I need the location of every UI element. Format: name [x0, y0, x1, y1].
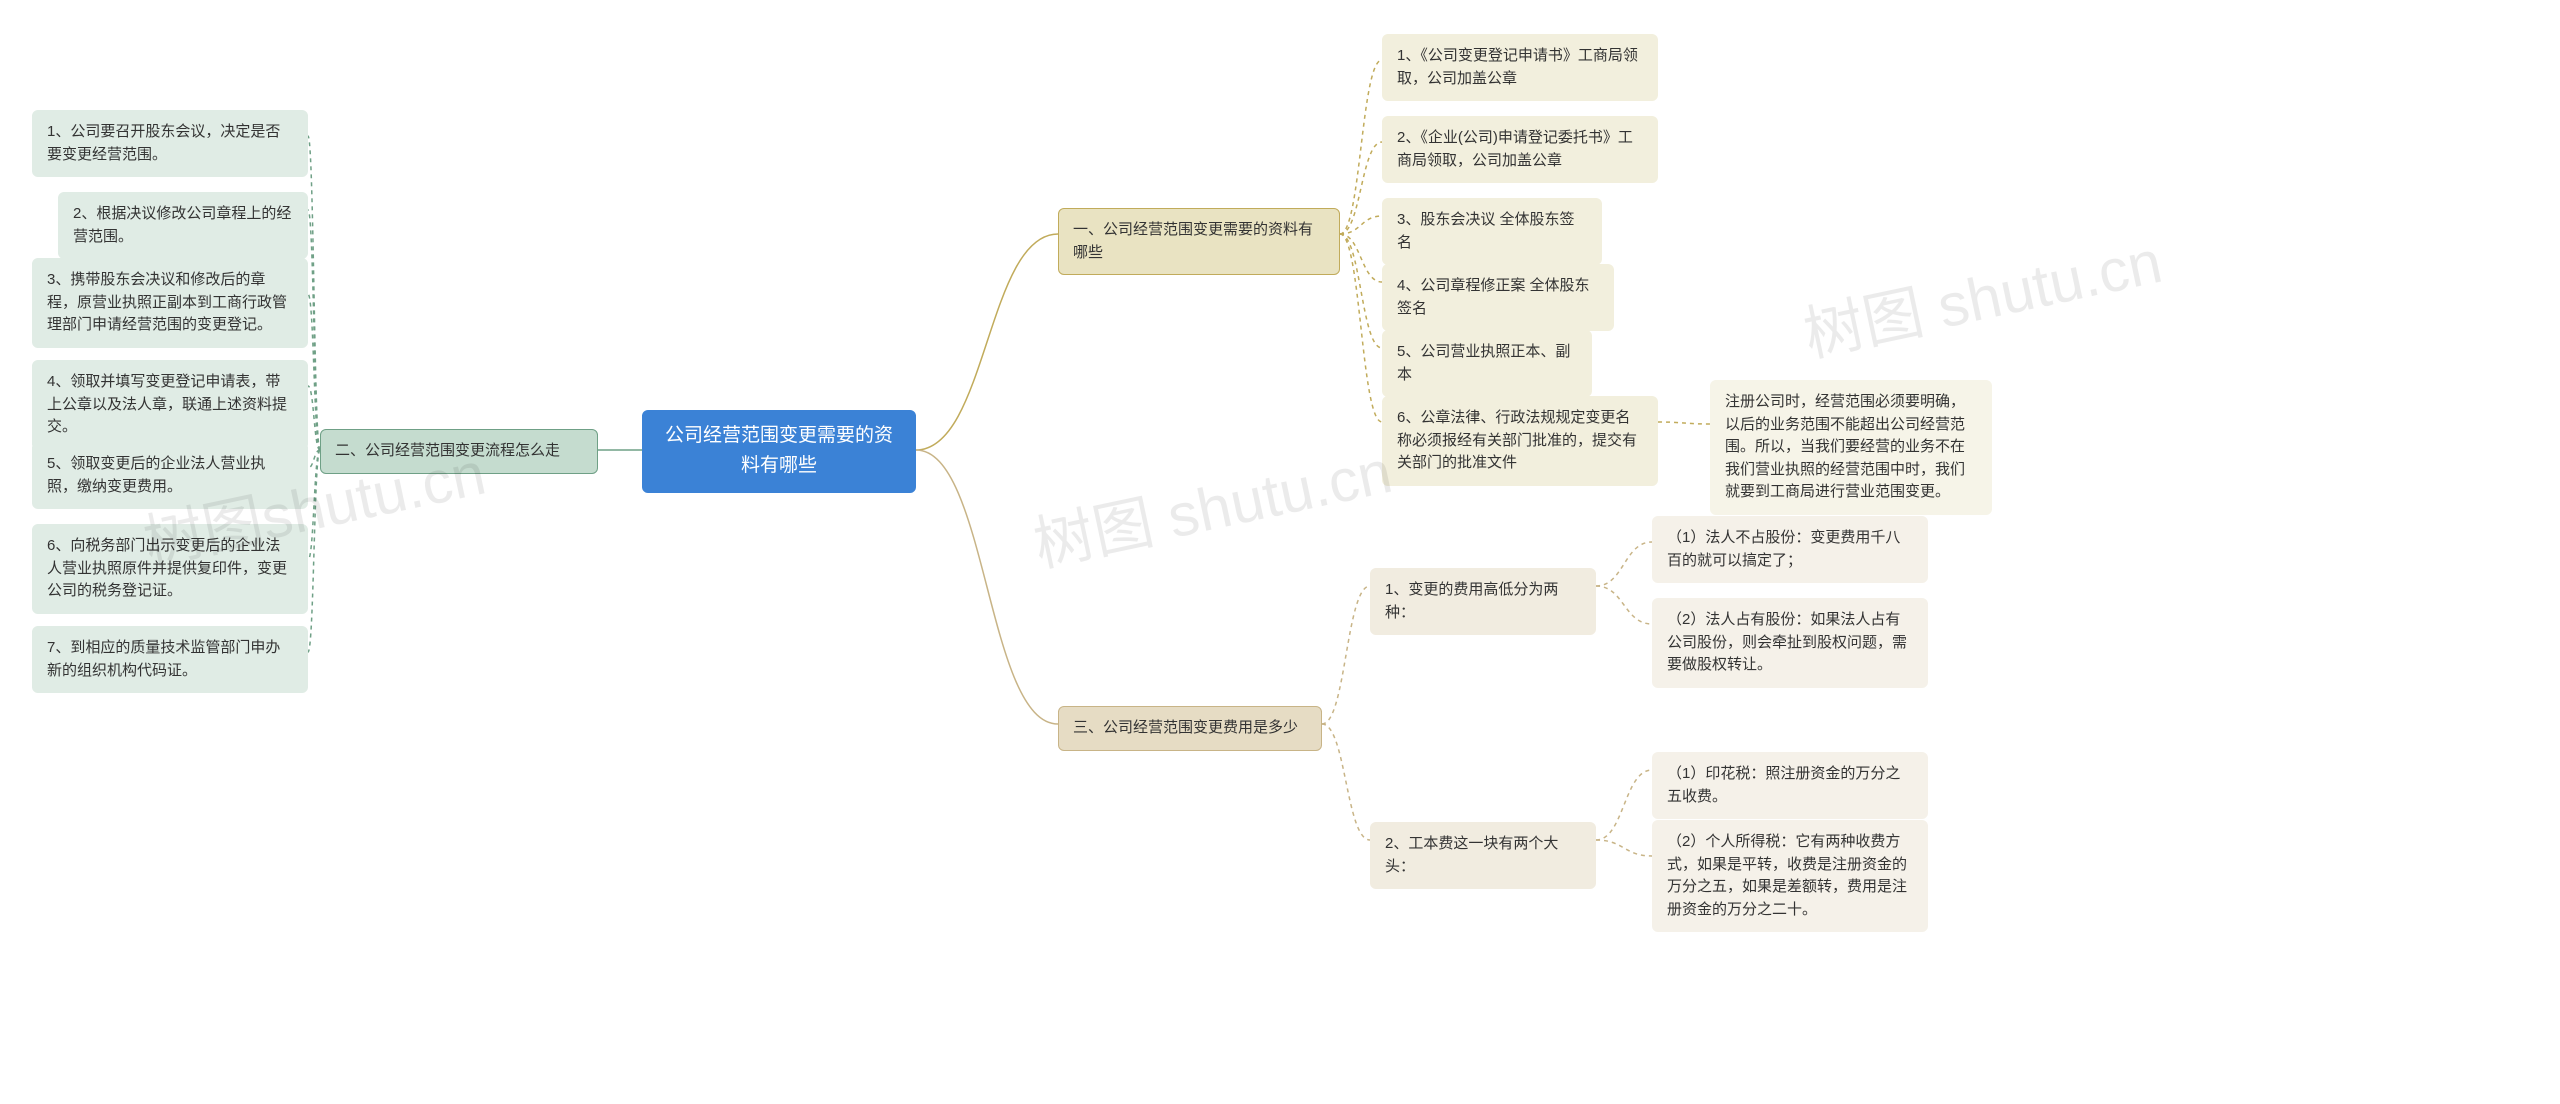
right-branch-3-label: 三、公司经营范围变更费用是多少 — [1058, 706, 1322, 751]
r1-leaf-6-sub-1: 注册公司时，经营范围必须要明确，以后的业务范围不能超出公司经营范围。所以，当我们… — [1710, 380, 1992, 515]
r1-leaf-3: 3、股东会决议 全体股东签名 — [1382, 198, 1602, 265]
r3-mid-2-leaf-1: （1）印花税：照注册资金的万分之五收费。 — [1652, 752, 1928, 819]
r3-mid-2: 2、工本费这一块有两个大头： — [1370, 822, 1596, 889]
left-branch-label: 二、公司经营范围变更流程怎么走 — [320, 429, 598, 474]
root-node: 公司经营范围变更需要的资料有哪些 — [642, 410, 916, 493]
watermark-2: 树图 shutu.cn — [1025, 423, 1399, 584]
left-leaf-2: 2、根据决议修改公司章程上的经营范围。 — [58, 192, 308, 259]
r3-mid-1-leaf-1: （1）法人不占股份：变更费用千八百的就可以搞定了； — [1652, 516, 1928, 583]
left-leaf-3: 3、携带股东会决议和修改后的章程，原营业执照正副本到工商行政管理部门申请经营范围… — [32, 258, 308, 348]
r1-leaf-6: 6、公章法律、行政法规规定变更名称必须报经有关部门批准的，提交有关部门的批准文件 — [1382, 396, 1658, 486]
r1-leaf-5: 5、公司营业执照正本、副本 — [1382, 330, 1592, 397]
r3-mid-1: 1、变更的费用高低分为两种： — [1370, 568, 1596, 635]
left-leaf-1: 1、公司要召开股东会议，决定是否要变更经营范围。 — [32, 110, 308, 177]
r1-leaf-1: 1、《公司变更登记申请书》工商局领取，公司加盖公章 — [1382, 34, 1658, 101]
r3-mid-2-leaf-2: （2）个人所得税：它有两种收费方式，如果是平转，收费是注册资金的万分之五，如果是… — [1652, 820, 1928, 932]
r1-leaf-4: 4、公司章程修正案 全体股东签名 — [1382, 264, 1614, 331]
r1-leaf-2: 2、《企业(公司)申请登记委托书》工商局领取，公司加盖公章 — [1382, 116, 1658, 183]
left-leaf-6: 6、向税务部门出示变更后的企业法人营业执照原件并提供复印件，变更公司的税务登记证… — [32, 524, 308, 614]
left-leaf-4: 4、领取并填写变更登记申请表，带上公章以及法人章，联通上述资料提交。 — [32, 360, 308, 450]
r3-mid-1-leaf-2: （2）法人占有股份：如果法人占有公司股份，则会牵扯到股权问题，需要做股权转让。 — [1652, 598, 1928, 688]
right-branch-1-label: 一、公司经营范围变更需要的资料有哪些 — [1058, 208, 1340, 275]
watermark-3: 树图 shutu.cn — [1795, 213, 2169, 374]
left-leaf-7: 7、到相应的质量技术监管部门申办新的组织机构代码证。 — [32, 626, 308, 693]
connector-layer — [0, 0, 2560, 1104]
left-leaf-5: 5、领取变更后的企业法人营业执照，缴纳变更费用。 — [32, 442, 308, 509]
